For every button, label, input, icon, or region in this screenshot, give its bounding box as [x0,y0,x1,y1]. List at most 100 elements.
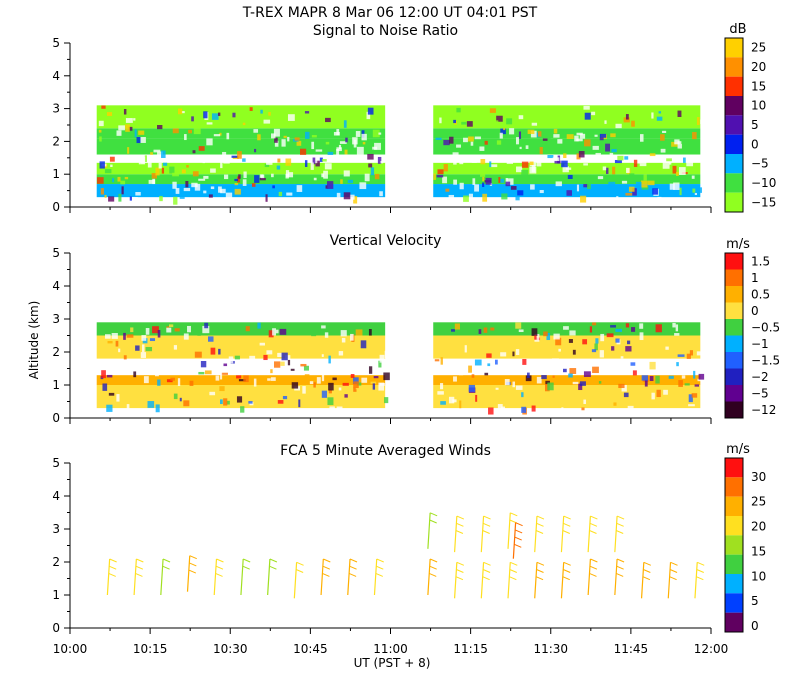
data-cell [213,179,217,184]
data-cell [169,166,175,174]
data-cell [100,188,105,195]
data-cell [584,112,591,120]
data-cell [649,153,656,157]
y-axis-label: Altitude (km) [27,301,41,380]
data-cell [218,348,221,355]
data-cell [484,372,489,376]
data-cell [243,375,249,383]
data-cell [383,372,390,381]
barb-shaft [320,558,324,596]
data-cell [676,171,679,176]
colorbar-swatch [725,173,743,193]
data-cell [158,162,162,169]
data-cell [223,363,228,367]
data-cell [285,173,289,179]
data-cell [672,165,677,174]
data-cell [459,182,464,190]
data-cell [458,369,464,376]
wind-barb [480,515,491,553]
x-tick-label: 11:45 [614,642,649,656]
data-cell [150,152,153,155]
data-cell [608,336,613,341]
data-cell [531,164,536,173]
data-cell [157,379,161,386]
data-cell [271,173,274,178]
panel-2: Vertical Velocity 0 1 2 3 4 5 m/s1.5 1 0.5 0 −0.5 −1… [52,233,780,425]
barb-flag [456,522,464,527]
data-cell [135,345,140,351]
data-layer [96,184,386,198]
data-cell [237,176,241,183]
data-cell [198,146,205,151]
wind-barb [507,561,518,599]
data-cell [206,122,213,125]
data-cell [605,143,611,152]
data-layer [433,385,701,409]
data-cell [599,133,607,138]
data-cell [437,169,444,175]
data-cell [510,168,514,174]
barb-flag [455,530,464,534]
data-cell [99,136,102,142]
data-cell [123,109,127,115]
data-cell [531,405,536,412]
data-cell [108,392,115,396]
data-cell [138,130,145,135]
wind-barb [427,512,438,549]
data-cell [313,382,316,388]
colorbar-label: 0.5 [751,287,770,301]
data-cell [599,137,604,141]
barb-flag [162,558,171,563]
data-cell [304,111,310,114]
barb-flag [429,565,437,570]
barb-flag [510,512,518,517]
barb-flag [109,558,117,563]
data-cell [215,375,220,381]
data-cell [220,372,223,380]
data-cell [248,401,253,404]
data-cell [130,327,134,333]
data-cell [683,157,686,163]
data-cell [341,337,346,343]
data-cell [296,140,302,146]
data-cell [213,134,221,137]
data-cell [518,131,522,139]
data-cell [686,158,694,167]
data-cell [124,176,129,180]
barb-flag [589,522,598,527]
data-cell [173,393,178,400]
barb-flag [642,576,651,581]
data-cell [338,351,344,356]
data-cell [157,151,163,157]
data-layer [433,375,701,385]
data-cell [551,358,559,364]
data-cell [611,148,617,153]
colorbar-swatch [725,57,743,77]
data-cell [267,378,271,381]
data-cell [530,130,537,138]
data-cell [373,375,379,379]
y-tick-label: 5 [52,36,60,50]
data-cell [367,153,374,160]
colorbar-frame [724,252,744,419]
y-tick-label: 0 [52,411,60,425]
data-cell [485,177,492,185]
data-cell [327,151,334,155]
barb-flag [189,555,197,560]
y-tick-label: 3 [52,522,60,536]
data-cell [518,329,524,333]
data-cell [624,156,629,160]
data-cell [470,141,474,146]
colorbar-label: −10 [751,176,776,190]
data-cell [628,186,635,192]
colorbar-frame [724,37,744,213]
data-cell [610,133,616,138]
data-cell [521,392,524,398]
data-cell [666,158,672,162]
data-cell [583,163,588,166]
data-cell [277,400,284,404]
data-cell [567,174,573,179]
wind-barb [512,522,523,559]
colorbar-label: 10 [751,99,766,113]
data-cell [635,181,642,189]
